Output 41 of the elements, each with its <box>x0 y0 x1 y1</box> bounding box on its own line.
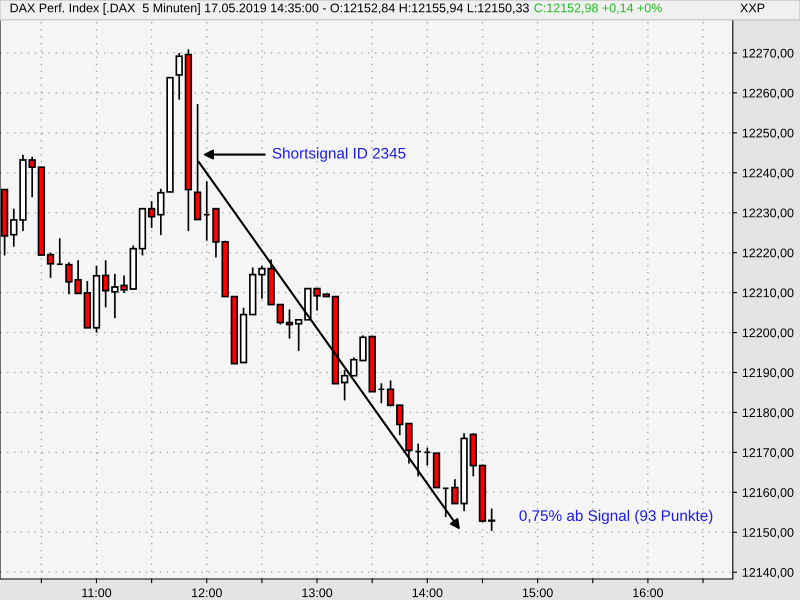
candlestick <box>203 180 210 242</box>
candlestick <box>313 288 321 312</box>
y-tick-label: 12170,00 <box>742 448 794 459</box>
y-tick-label: 12270,00 <box>742 48 794 60</box>
candlestick <box>414 442 422 478</box>
y-tick-label: 12200,00 <box>742 328 794 339</box>
candlestick <box>359 334 367 362</box>
candlestick <box>350 356 358 377</box>
y-tick-label: 12150,00 <box>742 528 794 538</box>
y-tick-label: 12210,00 <box>742 288 794 299</box>
candlestick <box>451 478 459 506</box>
y-tick-label: 12180,00 <box>742 408 794 419</box>
y-tick-label: 12220,00 <box>742 248 794 259</box>
annotation: 0,75% ab Signal (93 Punkte) <box>519 510 712 524</box>
x-tick-label: 15:00 <box>522 588 553 598</box>
y-tick-label: 12190,00 <box>742 368 794 379</box>
candlestick <box>56 237 64 266</box>
candlestick <box>340 369 348 402</box>
candlestick <box>46 252 54 279</box>
y-tick-label: 12250,00 <box>742 128 794 139</box>
annotation: Shortsignal ID 2345 <box>272 147 406 162</box>
chart-title: DAX Perf. Index [.DAX 5 Minuten] 17.05.2019 14:35:00 - O:12152,84 H:12155,94 L:12150,33 <box>10 3 529 15</box>
y-axis-title: XXP <box>740 4 764 12</box>
y-tick-label: 12140,00 <box>742 568 794 578</box>
candlestick <box>286 308 294 340</box>
x-tick-label: 13:00 <box>302 588 332 598</box>
x-tick-label: 12:00 <box>192 588 222 598</box>
candlestick <box>488 508 496 532</box>
y-tick-label: 12160,00 <box>742 488 794 498</box>
y-tick-label: 12240,00 <box>742 168 794 179</box>
candlestick <box>442 487 450 518</box>
x-tick-label: 11:00 <box>82 588 112 598</box>
x-tick-label: 16:00 <box>633 588 664 598</box>
candlestick <box>65 261 73 296</box>
y-tick-label: 12230,00 <box>742 208 794 219</box>
candlestick <box>424 446 432 466</box>
candlestick <box>378 382 386 404</box>
x-tick-label: 14:00 <box>412 588 442 598</box>
candlestick <box>120 274 128 294</box>
y-tick-label: 12260,00 <box>742 88 794 100</box>
chart-subtitle: C:12152,98 +0,14 +0% <box>534 4 662 14</box>
